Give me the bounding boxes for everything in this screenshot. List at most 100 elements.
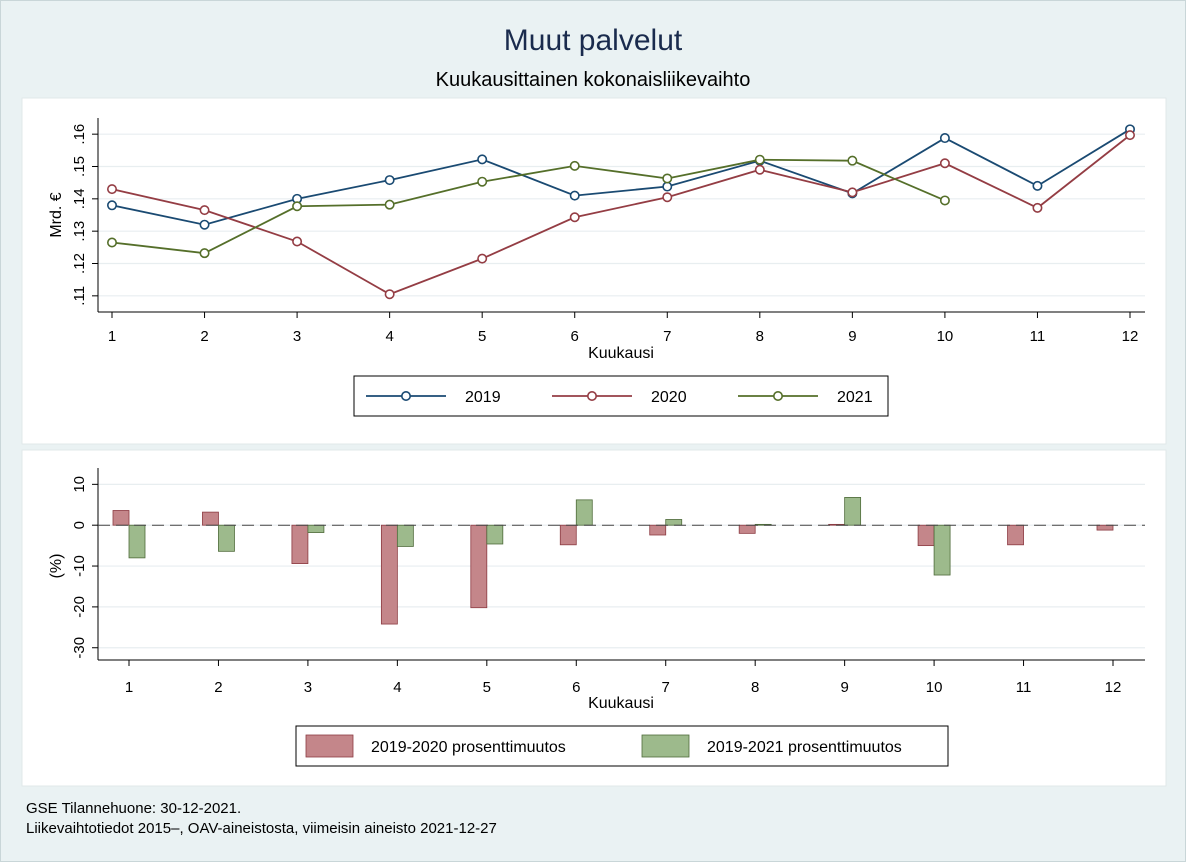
line-series-group — [107, 124, 1136, 300]
series-point-2020 — [754, 164, 765, 175]
footnote-line-2: Liikevaihtotiedot 2015–, OAV-aineistosta… — [26, 820, 497, 837]
line-x-tick-label: 12 — [1122, 328, 1139, 345]
bar-2019-2020 — [917, 524, 935, 547]
bar-2019-2021 — [844, 497, 862, 526]
line-y-tick-label: .12 — [71, 253, 88, 274]
bar-x-tick-label: 1 — [125, 679, 133, 696]
line-chart-panel: .11.12.13.14.15.16 1 2 3 4 5 6 7 8 9 10 11 12 Mrd. … — [21, 97, 1167, 445]
series-point-2021 — [199, 248, 210, 259]
series-point-2021 — [292, 201, 303, 212]
bar-2019-2020 — [1096, 524, 1114, 531]
series-point-2020 — [292, 236, 303, 247]
bar-2019-2021 — [307, 524, 325, 533]
bar-2019-2021 — [665, 519, 683, 526]
line-x-tick-label: 3 — [293, 328, 301, 345]
line-x-tick-label: 6 — [571, 328, 579, 345]
bar-2019-2021 — [933, 524, 951, 576]
bar-2019-2020 — [1007, 524, 1024, 546]
bar-x-tick-label: 7 — [662, 679, 670, 696]
series-point-2020 — [569, 212, 580, 223]
bar-2019-2021 — [396, 524, 414, 547]
line-gridlines — [98, 133, 1145, 297]
series-point-2020 — [939, 158, 950, 169]
series-point-2019 — [384, 175, 395, 186]
line-x-tick-label: 1 — [108, 328, 116, 345]
bar-2019-2021 — [486, 524, 504, 545]
series-point-2020 — [847, 187, 858, 198]
chart-title: Muut palvelut — [504, 24, 683, 57]
series-line-2020 — [111, 134, 1131, 296]
series-point-2019 — [939, 133, 950, 144]
legend-marker-2021 — [772, 390, 783, 401]
series-line-2021 — [111, 158, 946, 255]
bar-2019-2020 — [738, 524, 756, 534]
bar-x-tick-label: 2 — [214, 679, 222, 696]
legend-label-2019: 2019 — [465, 389, 501, 406]
legend-marker-2020 — [586, 390, 597, 401]
line-y-tick-label: .15 — [71, 156, 88, 177]
line-x-tick-label: 9 — [848, 328, 856, 345]
series-point-2021 — [662, 173, 673, 184]
series-point-2019 — [199, 219, 210, 230]
bar-x-ticks: 1 2 3 4 5 6 7 8 9 10 11 12 — [125, 660, 1121, 696]
bar-2019-2021 — [128, 524, 146, 559]
line-x-tick-label: 5 — [478, 328, 486, 345]
bar-x-tick-label: 6 — [572, 679, 580, 696]
bar-2019-2020 — [380, 524, 398, 625]
bar-y-axis-title: (%) — [48, 554, 65, 579]
bar-legend-box — [295, 725, 949, 767]
bar-x-axis-title: Kuukausi — [588, 695, 654, 712]
bar-x-tick-label: 11 — [1016, 679, 1032, 696]
bar-2019-2020 — [649, 524, 667, 536]
line-x-tick-label: 8 — [756, 328, 764, 345]
bar-y-tick-label: -10 — [71, 555, 88, 577]
line-x-tick-label: 4 — [385, 328, 393, 345]
bar-x-tick-label: 5 — [483, 679, 491, 696]
bar-2019-2020 — [470, 524, 488, 609]
series-point-2020 — [662, 192, 673, 203]
line-x-tick-label: 10 — [937, 328, 954, 345]
bar-x-tick-label: 3 — [304, 679, 312, 696]
bar-x-tick-label: 4 — [393, 679, 401, 696]
bar-x-tick-label: 10 — [926, 679, 943, 696]
series-line-2019 — [111, 128, 1131, 226]
bar-y-tick-label: -20 — [71, 596, 88, 618]
series-point-2021 — [847, 155, 858, 166]
line-x-tick-label: 7 — [663, 328, 671, 345]
bar-2019-2020 — [202, 511, 219, 526]
line-x-ticks: 1 2 3 4 5 6 7 8 9 10 11 12 — [108, 312, 1139, 345]
line-y-tick-label: .11 — [71, 286, 88, 306]
line-y-tick-label: .16 — [71, 124, 88, 145]
footnote-line-1: GSE Tilannehuone: 30-12-2021. — [26, 800, 241, 817]
bar-2019-2020 — [559, 524, 577, 546]
bar-y-ticks: -30 -20 -10 0 10 — [71, 476, 98, 659]
series-point-2020 — [199, 205, 210, 216]
legend-swatch-2019-2021 — [641, 734, 690, 758]
chart-subtitle: Kuukausittainen kokonaisliikevaihto — [436, 69, 751, 91]
line-x-tick-label: 2 — [200, 328, 208, 345]
line-y-ticks: .11 .12 .13 .14 .15 .16 — [71, 124, 98, 306]
series-point-2021 — [384, 199, 395, 210]
bar-y-tick-label: 10 — [71, 476, 88, 493]
legend-label-2019-2020: 2019-2020 prosenttimuutos — [371, 739, 566, 756]
series-point-2019 — [1032, 180, 1043, 191]
bar-2019-2021 — [575, 499, 593, 526]
bar-y-tick-label: 0 — [71, 521, 88, 529]
series-point-2020 — [477, 253, 488, 264]
series-point-2019 — [107, 200, 118, 211]
bar-2019-2020 — [112, 510, 130, 526]
series-point-2020 — [384, 289, 395, 300]
series-point-2020 — [1125, 130, 1136, 141]
series-point-2021 — [477, 176, 488, 187]
bar-x-tick-label: 8 — [751, 679, 759, 696]
line-x-tick-label: 11 — [1030, 328, 1046, 345]
series-point-2020 — [107, 184, 118, 195]
series-point-2021 — [569, 160, 580, 171]
legend-label-2019-2021: 2019-2021 prosenttimuutos — [707, 739, 902, 756]
bar-y-tick-label: -30 — [71, 637, 88, 659]
bar-2019-2021 — [218, 524, 235, 552]
series-point-2021 — [754, 154, 765, 165]
series-point-2019 — [569, 190, 580, 201]
